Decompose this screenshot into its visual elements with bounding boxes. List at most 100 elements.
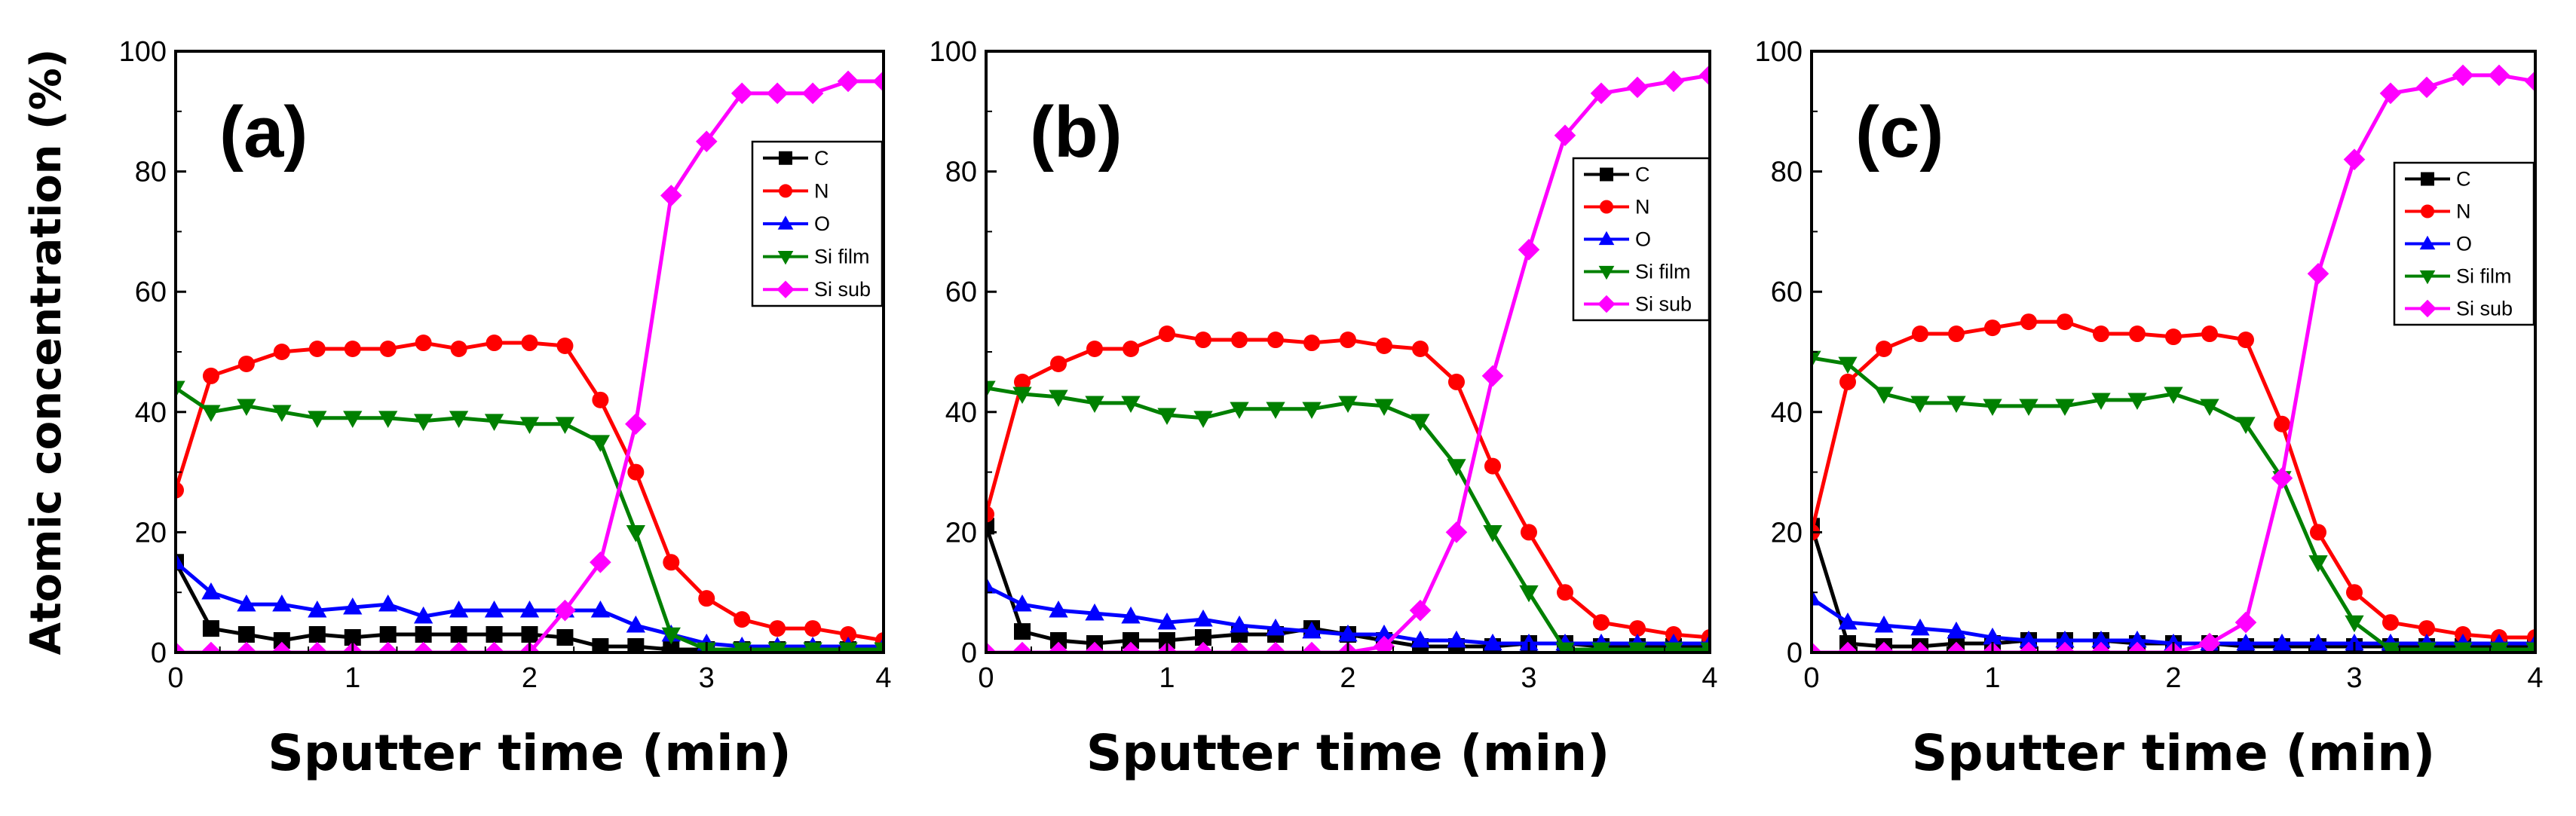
legend-marker-n (1600, 200, 1613, 214)
x-tick-label: 3 (699, 662, 715, 694)
x-tick-label: 4 (1702, 662, 1717, 694)
legend-label-o: O (814, 212, 830, 235)
data-point-si-film (484, 414, 504, 431)
data-point-c (1195, 629, 1211, 646)
data-point-n (1484, 457, 1501, 475)
data-point-si-sub (660, 185, 682, 206)
data-point-si-film (1838, 356, 1858, 374)
data-point-n (1340, 332, 1356, 349)
data-point-n (2129, 325, 2146, 343)
data-point-o (343, 597, 363, 615)
data-point-n (2201, 325, 2218, 343)
data-point-si-film (2308, 555, 2328, 573)
data-point-c (485, 626, 503, 643)
data-point-si-sub (1812, 641, 1823, 652)
data-point-si-film (2417, 642, 2437, 652)
data-point-o (1012, 594, 1032, 612)
y-tick-label: 60 (1771, 277, 1803, 308)
data-point-o (378, 594, 398, 612)
x-tick-label: 2 (1340, 662, 1355, 694)
data-point-n (1123, 341, 1139, 358)
data-point-si-film (272, 405, 292, 422)
y-tick-label: 60 (135, 277, 167, 308)
y-tick-label: 100 (119, 36, 167, 68)
data-point-si-film (2525, 642, 2535, 652)
panel-label: (a) (219, 92, 308, 173)
data-point-n (769, 620, 786, 637)
data-point-si-sub (1626, 76, 1649, 99)
legend-label-n: N (2456, 200, 2471, 223)
data-point-c (202, 620, 219, 637)
data-point-o (1447, 630, 1466, 648)
series-line-n (986, 332, 1710, 640)
data-point-n (1267, 332, 1284, 349)
data-point-o (1374, 624, 1394, 642)
data-point-si-film (2127, 393, 2147, 411)
data-point-si-film (1519, 585, 1539, 603)
legend-label-si-sub: Si sub (1635, 293, 1692, 316)
data-point-si-film (2236, 417, 2256, 434)
data-point-si-film (1874, 387, 1894, 405)
data-point-o (272, 594, 292, 612)
y-tick-label: 80 (1771, 157, 1803, 188)
data-point-n (1086, 341, 1103, 358)
data-point-n (202, 367, 219, 384)
data-point-c (1159, 632, 1175, 649)
data-point-si-sub (235, 641, 258, 652)
legend-marker-o (777, 215, 794, 230)
data-point-n (2274, 415, 2290, 432)
data-point-si-sub (872, 70, 884, 93)
y-tick-label: 0 (1787, 637, 1803, 669)
data-point-o (1121, 606, 1141, 624)
legend-marker-n (779, 184, 792, 198)
data-point-si-film (803, 642, 822, 652)
x-tick-label: 3 (1521, 662, 1536, 694)
legend-marker-c (779, 151, 792, 165)
legend-marker-si-sub (776, 280, 795, 298)
legend-label-c: C (814, 147, 829, 170)
data-point-si-sub (590, 552, 611, 573)
data-point-n (2057, 313, 2073, 331)
data-point-n (840, 626, 857, 643)
data-point-n (308, 341, 326, 358)
legend-label-si-film: Si film (814, 246, 870, 268)
data-point-n (379, 341, 397, 358)
y-tick-label: 20 (1771, 517, 1803, 549)
data-point-n (2346, 584, 2363, 601)
data-point-si-film (626, 525, 645, 542)
data-point-o (590, 600, 611, 618)
data-point-si-film (1157, 408, 1177, 425)
data-point-si-film (237, 399, 256, 417)
data-point-o (2272, 633, 2292, 651)
data-point-si-sub (695, 130, 718, 152)
data-point-c (450, 626, 467, 643)
data-point-si-film (449, 411, 469, 428)
data-point-o (1302, 621, 1322, 639)
data-point-si-sub (1445, 521, 1468, 543)
series-n (1812, 313, 2535, 646)
y-tick-label: 80 (135, 157, 167, 188)
data-point-n (237, 355, 255, 372)
data-point-n (734, 611, 751, 628)
data-point-o (1266, 618, 1285, 636)
data-point-n (1195, 332, 1211, 349)
data-point-n (986, 506, 994, 523)
data-point-si-sub (483, 641, 505, 652)
data-point-si-sub (176, 641, 187, 652)
data-point-o (1874, 615, 1894, 633)
plot-area (1812, 64, 2535, 652)
data-point-si-sub (1836, 641, 1859, 652)
data-point-o (1338, 624, 1358, 642)
data-point-n (592, 391, 609, 408)
data-point-n (1050, 355, 1067, 372)
data-point-n (804, 620, 822, 637)
legend: CNO Si film Si sub (751, 140, 884, 307)
x-tick-label: 3 (2346, 662, 2362, 694)
x-tick-label: 1 (1984, 662, 2000, 694)
y-tick-label: 40 (135, 397, 167, 429)
legend-label-si-film: Si film (1635, 261, 1691, 283)
data-point-o (1483, 633, 1502, 651)
data-point-c (1014, 623, 1031, 640)
data-point-si-film (1910, 396, 1930, 414)
